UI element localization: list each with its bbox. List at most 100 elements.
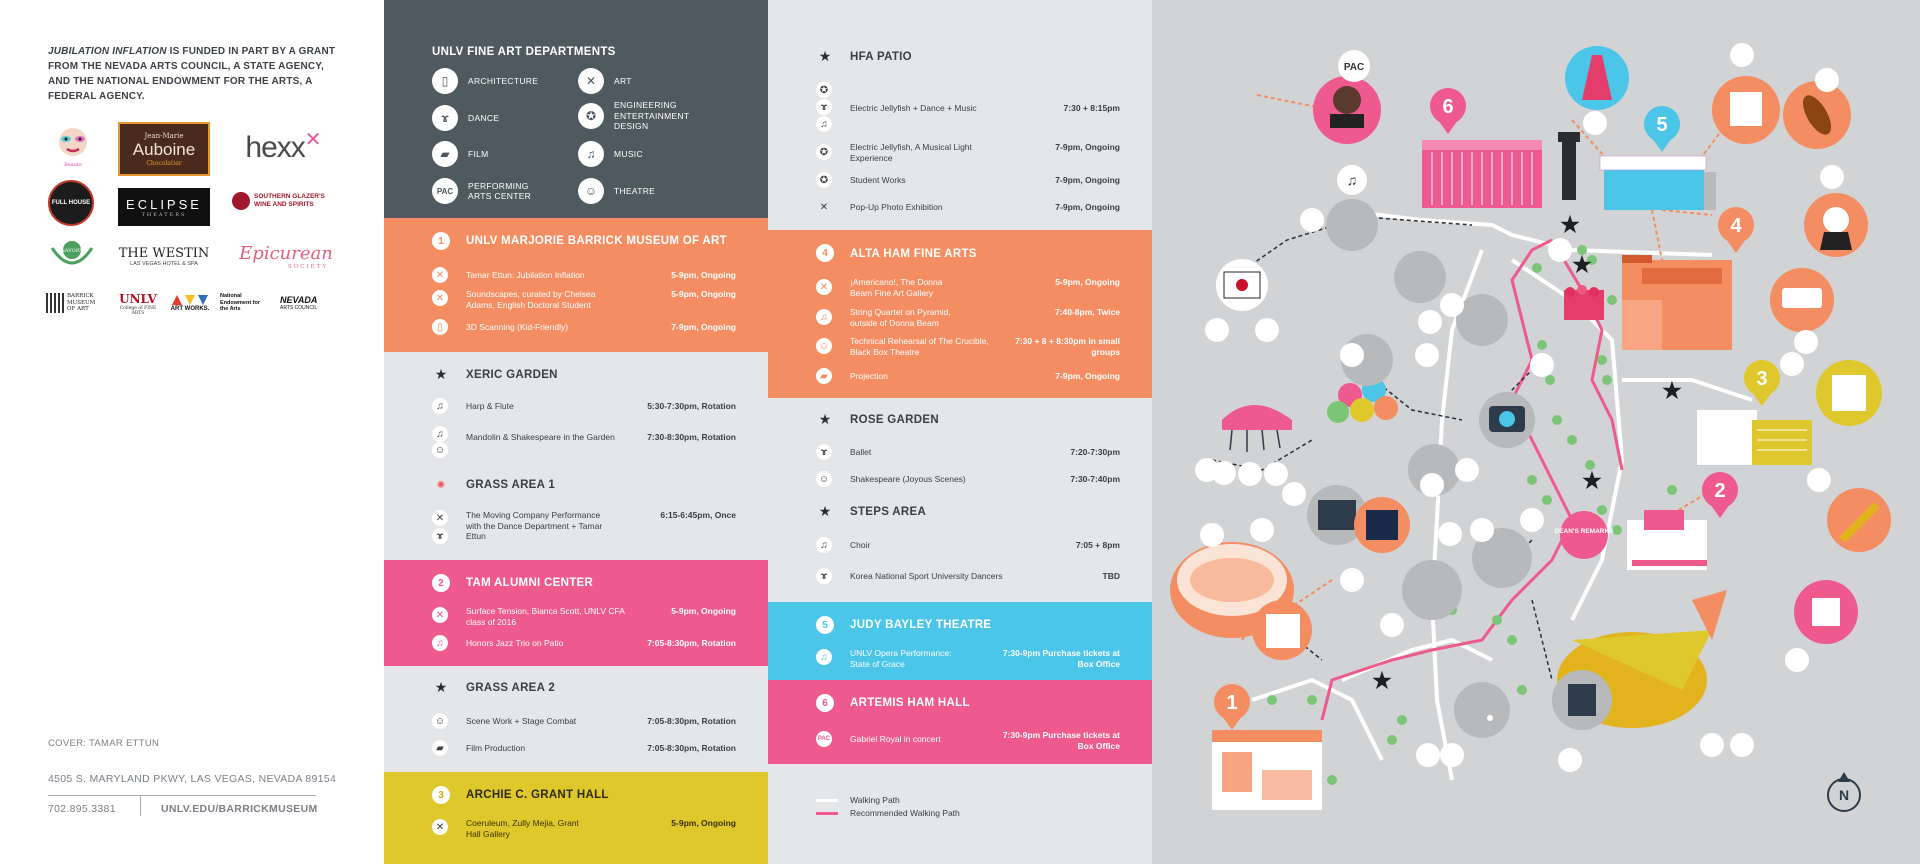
auboine-sub: Chocolatier <box>146 159 182 167</box>
event-name: Student Works <box>850 175 906 185</box>
barrick-text: BARRICK MUSEUM OF ART <box>67 293 96 313</box>
event-time: 7:20-7:30pm <box>1070 447 1120 457</box>
unlv-text: UNLV <box>119 292 157 306</box>
brushes-icon: ✕ <box>432 267 448 283</box>
dept-music: ♫ MUSIC <box>578 141 643 167</box>
dept-engineering: ✪ ENGINEERING ENTERTAINMENT DESIGN <box>578 100 694 132</box>
brushes-icon: ✕ <box>819 201 829 213</box>
recommended-path-label: Recommended Walking Path <box>850 808 960 818</box>
section-xeric-garden: ★ XERIC GARDEN ♫ Harp & Flute 5:30-7:30pm,… <box>384 352 768 560</box>
note-icon: ♫ <box>578 141 604 167</box>
icon-dots <box>1195 43 1844 772</box>
dancer-icon: ɤ <box>816 568 832 584</box>
location-pins: 1 2 3 4 5 6 PAC DEAN'S REMARKS <box>1214 50 1780 730</box>
section-alta-ham: 4 ALTA HAM FINE ARTS ✕ ¡Americano!, The D… <box>768 230 1152 398</box>
walking-path-swatch <box>816 799 838 802</box>
hexx-logo: hexx ✕ <box>240 126 326 170</box>
event-time: 7:05 + 8pm <box>1075 540 1120 550</box>
building-alta-ham <box>1622 255 1732 350</box>
star-e: ★ <box>1582 468 1602 493</box>
funding-title: Jubilation Inflation <box>48 46 167 57</box>
section-title: ROSE GARDEN <box>850 414 939 426</box>
event-time: 7:30-8:30pm, Rotation <box>647 432 736 442</box>
event-name: The Moving Company Performance with the … <box>466 510 603 541</box>
brushes-icon: ✕ <box>432 290 448 306</box>
pin-label: 4 <box>1730 215 1742 237</box>
recommended-path-swatch <box>816 812 838 815</box>
epicurean-sub: SOCIETY <box>288 263 328 270</box>
unlv-logo: UNLV College of FINE ARTS <box>118 290 158 318</box>
nevada-logo: NEVADA ARTS COUNCIL <box>280 290 338 316</box>
dept-pac: PAC PERFORMING ARTS CENTER <box>432 178 538 204</box>
walking-path-label: Walking Path <box>850 795 900 805</box>
pin-pac[interactable]: PAC <box>1338 50 1370 82</box>
camera-icon: ▰ <box>432 141 458 167</box>
pin-1[interactable]: 1 <box>1214 684 1250 730</box>
funding-text: is funded in part by a grant from the Ne… <box>48 46 336 102</box>
star-b: ★ <box>1662 378 1682 403</box>
pin-2[interactable]: 2 <box>1702 472 1738 518</box>
unlv-sub: College of FINE ARTS <box>119 306 157 316</box>
building-grant-hall <box>1697 410 1812 465</box>
event-time: 5-9pm, Ongoing <box>671 818 736 828</box>
pin-deans-remarks[interactable]: DEAN'S REMARKS <box>1555 511 1615 559</box>
section-judy-bayley: 5 JUDY BAYLEY THEATRE ♫ UNLV Opera Perfor… <box>768 602 1152 680</box>
section-hfa-patio: ★ HFA PATIO ✪ ɤ ♫ Electric Jellyfish + Danc… <box>768 0 1152 230</box>
pin-3[interactable]: 3 <box>1744 360 1780 406</box>
event-time: 7:30 + 8 + 8:30pm in small groups <box>1015 336 1120 357</box>
star-d: ★ <box>1572 252 1592 277</box>
pin-label: 3 <box>1756 368 1767 390</box>
dept-label: THEATRE <box>614 185 656 196</box>
event-time: 7:05-8:30pm, Rotation <box>647 743 736 753</box>
artworks-logo: ART WORKS. <box>168 290 212 316</box>
feature-circles <box>1313 46 1891 644</box>
phone: 702.895.3381 <box>48 803 116 815</box>
note-icon: ♫ <box>1347 172 1358 188</box>
event-name: Film Production <box>466 743 526 753</box>
savory-logo: SAVORY <box>46 238 98 274</box>
sponsors-column: Jubilation Inflation is funded in part b… <box>0 0 384 864</box>
address: 4505 S. MARYLAND PKWY, LAS VEGAS, NEVADA… <box>48 773 337 785</box>
dept-label: DANCE <box>468 112 500 123</box>
pin-4[interactable]: 4 <box>1718 207 1754 253</box>
event-time: 7-9pm, Ongoing <box>1055 202 1120 212</box>
epicurean-text: Epicurean <box>239 242 333 264</box>
web-link[interactable]: UNLV.EDU/BARRICKMUSEUM <box>161 803 318 815</box>
pin-5[interactable]: 5 <box>1644 106 1680 152</box>
pac-icon: PAC <box>432 178 458 204</box>
dept-label: FILM <box>468 148 489 159</box>
pin-badge: 3 <box>432 786 450 804</box>
westin-logo: THE WESTIN LAS VEGAS HOTEL & SPA <box>118 236 210 276</box>
event-name: Coeruleum, Zully Mejia, Grant Hall Galle… <box>466 818 579 839</box>
event-name: ¡Americano!, The Donna Beam Fine Art Gal… <box>850 277 943 298</box>
event-name: Korea National Sport University Dancers <box>850 571 1003 581</box>
letter-stars: ★ ★ ★ ★ ★ <box>1372 212 1682 693</box>
pin-badge: 4 <box>816 244 834 262</box>
eclipse-text: ECLIPSE <box>126 196 202 212</box>
pin-badge: 5 <box>816 616 834 634</box>
section-title: JUDY BAYLEY THEATRE <box>850 619 992 631</box>
event-time: 6:15-6:45pm, Once <box>660 510 736 520</box>
event-time: 5-9pm, Ongoing <box>671 606 736 616</box>
event-time: 7-9pm, Ongoing <box>1055 175 1120 185</box>
note-icon: ♫ <box>432 398 448 414</box>
camera-icon: ▰ <box>816 368 832 384</box>
address-divider <box>48 795 316 796</box>
gear-icon: ✪ <box>816 82 832 98</box>
event-name: Shakespeare (Joyous Scenes) <box>850 474 966 484</box>
building-tam-alumni <box>1627 510 1707 570</box>
balloon-cluster <box>1327 378 1398 423</box>
dept-theatre: ☺ THEATRE <box>578 178 655 204</box>
section-title: STEPS AREA <box>850 506 927 518</box>
building-barrick-museum <box>1212 730 1322 810</box>
pin-label: 1 <box>1226 692 1237 714</box>
event-name: Harp & Flute <box>466 401 514 411</box>
event-name: Scene Work + Stage Combat <box>466 716 577 726</box>
event-name: UNLV Opera Performance: State of Grace <box>850 648 952 669</box>
westin-text: THE WESTIN <box>118 245 210 261</box>
nevada-text: NEVADA <box>280 295 318 305</box>
event-name: Honors Jazz Trio on Patio <box>466 638 564 648</box>
event-time: 7-9pm, Ongoing <box>1055 371 1120 381</box>
event-name: Pop-Up Photo Exhibition <box>850 202 943 212</box>
pin-6[interactable]: 6 <box>1430 88 1466 134</box>
